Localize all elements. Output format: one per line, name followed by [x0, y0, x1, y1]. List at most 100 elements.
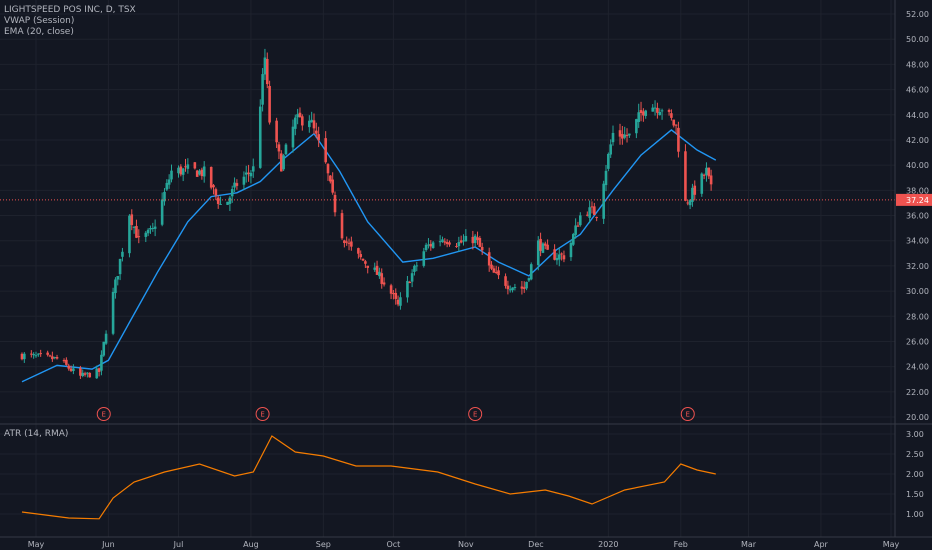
candle-body: [406, 280, 409, 298]
last-price-tag: [896, 193, 932, 206]
candle-body: [625, 134, 629, 137]
candle-body: [132, 226, 136, 228]
candle-body: [149, 228, 152, 230]
candle-body: [520, 286, 524, 289]
candle-body: [511, 287, 514, 291]
candle-body: [686, 202, 690, 204]
candle-body: [508, 289, 512, 291]
ema-line: [21, 129, 717, 383]
candle-body: [415, 265, 419, 267]
candle-body: [312, 120, 316, 129]
candle-body: [261, 74, 264, 105]
candle-body: [202, 166, 206, 177]
candle-body: [639, 110, 643, 114]
candle-body: [635, 119, 638, 134]
candle-body: [586, 214, 589, 216]
candle-body: [429, 244, 433, 247]
candle-body: [478, 238, 482, 248]
candle-body: [39, 353, 42, 355]
candle-body: [560, 253, 563, 255]
candle-body: [228, 197, 232, 204]
candle-body: [251, 166, 255, 172]
candle-body: [424, 244, 428, 251]
candle-body: [324, 138, 327, 163]
candle-body: [700, 173, 704, 194]
candle-body: [329, 175, 332, 182]
candle-body: [438, 241, 442, 243]
candle-body: [167, 179, 171, 185]
x-tick-label: Apr: [814, 540, 829, 549]
legend-ema: EMA (20, close): [4, 27, 74, 37]
candle-body: [569, 242, 573, 258]
candle-body: [181, 168, 185, 175]
candle-body: [394, 292, 398, 299]
candle-body: [235, 183, 239, 186]
earnings-marker-label: E: [473, 411, 477, 419]
candle-body: [705, 167, 708, 176]
candle-body: [555, 258, 559, 261]
candle-body: [490, 264, 493, 269]
candle-body: [55, 356, 59, 359]
candle-body: [195, 170, 199, 177]
candle-body: [100, 354, 103, 371]
candle-body: [413, 265, 416, 272]
candle-body: [602, 183, 605, 219]
candle-body: [431, 242, 435, 248]
candle-body: [30, 353, 33, 355]
earnings-marker-label: E: [260, 411, 264, 419]
candle-body: [343, 240, 346, 243]
candle-body: [296, 114, 299, 118]
candle-body: [333, 194, 337, 213]
earnings-marker-label: E: [686, 411, 690, 419]
candle-body: [79, 368, 82, 376]
candle-body: [670, 113, 673, 118]
candle-body: [121, 251, 124, 257]
candle-body: [366, 265, 370, 268]
candle-body: [219, 203, 222, 205]
candle-body: [128, 215, 131, 254]
candle-body: [357, 248, 360, 254]
candle-body: [361, 258, 365, 261]
candle-body: [265, 58, 269, 85]
candle-body: [137, 236, 141, 238]
candle-body: [114, 279, 117, 294]
earnings-marker: [680, 407, 695, 421]
candle-body: [529, 264, 533, 280]
earnings-marker: [255, 407, 270, 421]
candle-body: [34, 355, 38, 357]
candle-body: [455, 246, 458, 248]
candle-body: [677, 127, 680, 152]
candle-body: [571, 234, 575, 245]
y-tick-label: 46.00: [906, 86, 929, 95]
candle-body: [258, 106, 262, 168]
candle-body: [653, 107, 657, 109]
atr-tick-label: 2.50: [906, 450, 924, 459]
candle-body: [51, 356, 54, 360]
candle-body: [81, 372, 85, 377]
candle-body: [618, 130, 622, 137]
y-tick-label: 22.00: [906, 388, 929, 397]
candle-body: [513, 287, 517, 289]
earnings-marker: [96, 407, 111, 421]
candle-body: [553, 249, 556, 260]
candle-body: [443, 241, 447, 243]
candle-body: [214, 189, 218, 196]
candle-body: [62, 360, 66, 362]
candle-body: [291, 126, 295, 148]
candle-body: [20, 353, 24, 360]
candle-body: [375, 265, 379, 275]
x-tick-label: Oct: [386, 540, 400, 549]
candle-body: [702, 174, 706, 176]
candle-body: [97, 368, 101, 372]
candle-body: [494, 272, 498, 274]
candle-body: [593, 206, 596, 215]
candle-body: [637, 112, 641, 122]
x-tick-label: Sep: [316, 540, 331, 549]
candle-body: [546, 244, 549, 250]
x-tick-label: May: [28, 540, 45, 549]
candle-body: [459, 240, 463, 243]
candle-body: [693, 185, 697, 195]
atr-line: [21, 435, 716, 520]
candle-body: [233, 182, 236, 188]
